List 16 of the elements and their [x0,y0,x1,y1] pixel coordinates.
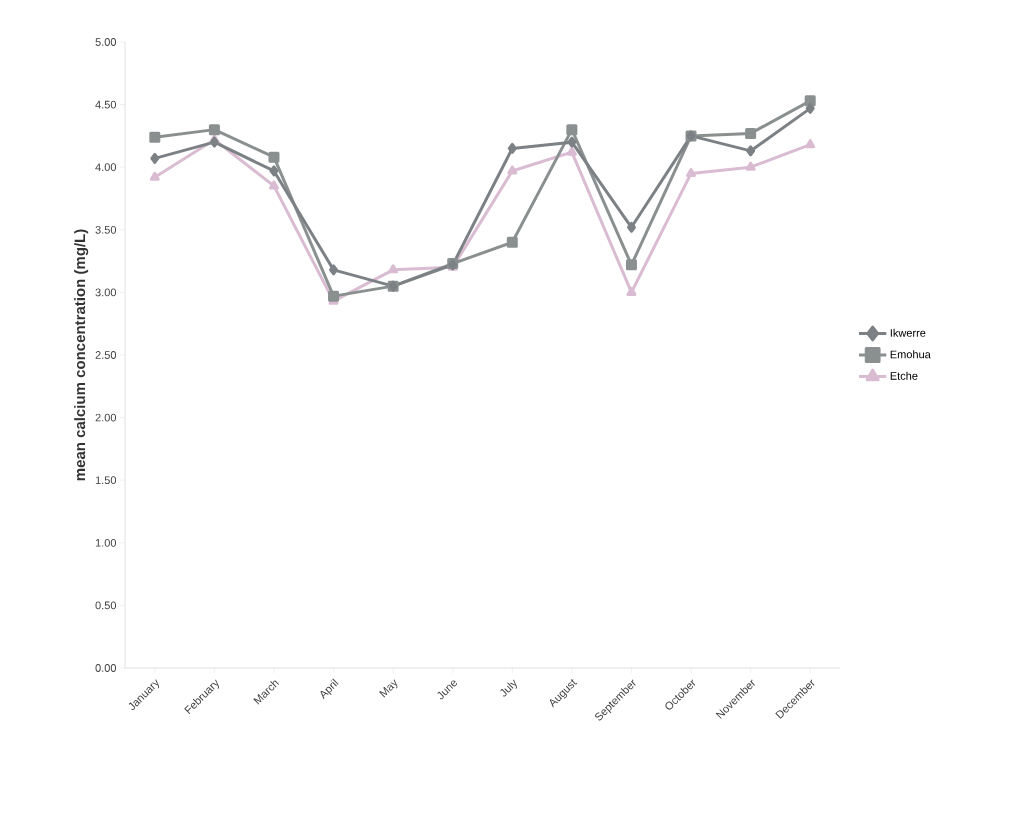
x-tick-label: July [500,679,517,697]
legend-label: Ikwerre [890,328,926,337]
y-tick-label: 2.50 [95,351,117,359]
y-tick-label: 0.00 [95,664,117,672]
legend-label: Etche [890,371,918,380]
y-tick-label: 3.00 [95,288,117,297]
y-tick-label: 4.50 [95,100,117,109]
y-tick-label: 1.50 [95,476,117,485]
y-tick-label: 5.00 [95,38,117,46]
y-tick-label: 0.50 [95,601,117,610]
y-tick-label: 1.00 [95,538,117,547]
y-axis-title: mean calcium concentration (mg/L) [74,229,89,481]
y-tick-label: 4.00 [95,163,117,172]
legend-label: Emohua [890,350,931,359]
y-tick-label: 3.50 [95,225,117,234]
y-tick-label: 2.00 [95,413,117,422]
